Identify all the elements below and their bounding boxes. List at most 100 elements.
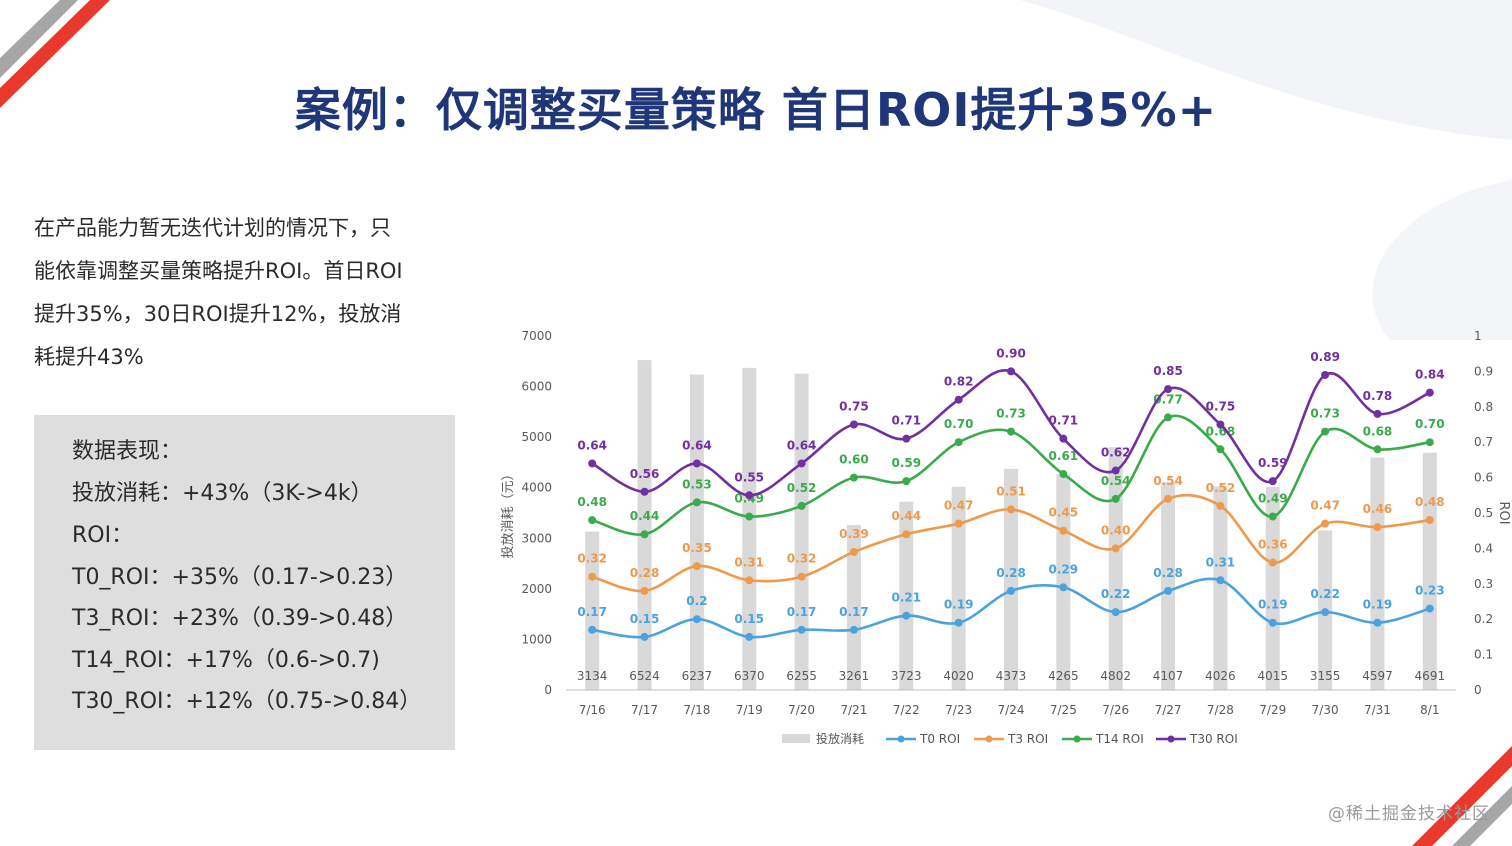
t30-roi-point — [797, 459, 806, 468]
t30-roi-point — [692, 459, 701, 468]
bar-value-label: 4597 — [1362, 669, 1393, 683]
t3-roi-label: 0.31 — [734, 555, 764, 569]
t0-roi-label: 0.29 — [1049, 562, 1079, 576]
t3-roi-point — [745, 576, 754, 585]
t30-roi-label: 0.55 — [734, 470, 764, 484]
t30-roi-point — [1111, 466, 1120, 475]
y-right-tick-label: 0 — [1474, 683, 1482, 697]
x-tick-label: 7/28 — [1207, 703, 1234, 717]
t0-roi-label: 0.21 — [891, 591, 921, 605]
legend-marker — [897, 735, 905, 743]
y-right-tick-label: 0.4 — [1474, 541, 1493, 555]
t14-roi-label: 0.70 — [944, 417, 974, 431]
legend-marker — [1167, 735, 1175, 743]
bar — [1265, 486, 1280, 690]
y-right-tick-label: 0.2 — [1474, 612, 1493, 626]
t30-roi-label: 0.78 — [1363, 389, 1393, 403]
t14-roi-label: 0.60 — [839, 453, 869, 467]
t14-roi-label: 0.48 — [577, 495, 607, 509]
bottom-right-stripes-decoration — [1412, 746, 1512, 846]
t0-roi-point — [1007, 586, 1015, 595]
t0-roi-point — [1373, 618, 1382, 627]
bar-value-label: 4015 — [1257, 669, 1288, 683]
t0-roi-label: 0.17 — [839, 605, 869, 619]
t3-roi-label: 0.46 — [1363, 502, 1393, 516]
t3-roi-point — [902, 530, 911, 539]
t30-roi-point — [1268, 477, 1277, 486]
stats-heading: 数据表现： — [72, 439, 183, 464]
t14-roi-point — [1007, 427, 1015, 436]
t30-roi-point — [1059, 434, 1068, 443]
t0-roi-point — [640, 632, 649, 641]
legend-label: T0 ROI — [919, 732, 960, 746]
legend-label: T30 ROI — [1189, 732, 1238, 746]
t14-roi-point — [1425, 438, 1434, 447]
t14-roi-label: 0.73 — [996, 407, 1026, 421]
legend-label: T3 ROI — [1007, 732, 1048, 746]
t3-roi-point — [1216, 501, 1225, 510]
x-tick-label: 7/31 — [1364, 703, 1391, 717]
t30-roi-label: 0.75 — [839, 400, 869, 414]
t30-roi-point — [902, 434, 911, 443]
t14-roi-label: 0.44 — [630, 509, 660, 523]
x-tick-label: 7/30 — [1312, 703, 1339, 717]
y-right-tick-label: 0.7 — [1474, 435, 1493, 449]
t3-roi-point — [1111, 544, 1120, 553]
x-tick-label: 8/1 — [1420, 703, 1439, 717]
t14-roi-point — [1268, 512, 1277, 521]
roi-spend-chart: 0 1000 2000 3000 4000 5000 6000 7000 0 0.1 0.2 0.3 0… — [500, 329, 1510, 746]
y-right-axis-title: ROI — [1496, 501, 1510, 524]
t3-roi-point — [1373, 523, 1382, 532]
t30-roi-label: 0.59 — [1258, 456, 1288, 470]
y-left-tick-label: 3000 — [521, 531, 552, 545]
y-right-tick-label: 0.6 — [1474, 471, 1493, 485]
y-left-tick-label: 6000 — [521, 380, 552, 394]
x-tick-label: 7/21 — [840, 703, 867, 717]
bar — [846, 525, 861, 690]
legend-marker — [985, 735, 993, 743]
t0-roi-label: 0.2 — [686, 594, 707, 608]
t3-roi-label: 0.52 — [1206, 481, 1236, 495]
t3-roi-point — [954, 519, 963, 528]
t0-roi-label: 0.28 — [996, 566, 1026, 580]
t30-roi-label: 0.84 — [1415, 368, 1445, 382]
t30-roi-point — [1007, 367, 1015, 376]
t14-roi-point — [1111, 494, 1120, 503]
t30-roi-label: 0.90 — [996, 346, 1026, 360]
stats-line: T3_ROI：+23%（0.39->0.48） — [72, 606, 408, 631]
t14-roi-label: 0.73 — [1310, 407, 1340, 421]
t30-roi-label: 0.75 — [1206, 400, 1236, 414]
t3-roi-label: 0.48 — [1415, 495, 1445, 509]
t30-roi-point — [1373, 409, 1382, 418]
t0-roi-label: 0.17 — [787, 605, 817, 619]
t0-roi-point — [849, 625, 858, 634]
top-left-stripes-decoration — [0, 0, 110, 108]
t0-roi-label: 0.19 — [1363, 598, 1393, 612]
t30-roi-label: 0.85 — [1153, 364, 1183, 378]
t3-roi-point — [1164, 494, 1173, 503]
x-tick-label: 7/16 — [579, 703, 606, 717]
t3-roi-point — [849, 547, 858, 556]
t14-roi-label: 0.53 — [682, 477, 712, 491]
t3-roi-point — [1425, 516, 1434, 525]
t14-roi-point — [692, 498, 701, 507]
y-left-tick-label: 0 — [544, 683, 552, 697]
bar — [1004, 468, 1018, 690]
t3-roi-label: 0.35 — [682, 541, 712, 555]
t14-roi-point — [1373, 445, 1382, 454]
t30-roi-point — [1216, 420, 1225, 429]
t14-roi-label: 0.70 — [1415, 417, 1445, 431]
stats-line: T14_ROI：+17%（0.6->0.7) — [72, 648, 380, 673]
t3-roi-label: 0.47 — [944, 499, 974, 513]
t3-roi-point — [588, 572, 597, 581]
axes-group: 0 1000 2000 3000 4000 5000 6000 7000 0 0.1 0.2 0.3 0… — [500, 329, 1510, 717]
t3-roi-point — [797, 572, 806, 581]
stats-line: 投放消耗：+43%（3K->4k） — [72, 481, 373, 506]
bar — [1422, 452, 1437, 690]
t30-roi-point — [1321, 370, 1330, 379]
t3-roi-label: 0.36 — [1258, 538, 1288, 552]
t0-roi-label: 0.23 — [1415, 584, 1445, 598]
t0-roi-point — [1321, 608, 1330, 617]
t14-roi-label: 0.54 — [1101, 474, 1131, 488]
